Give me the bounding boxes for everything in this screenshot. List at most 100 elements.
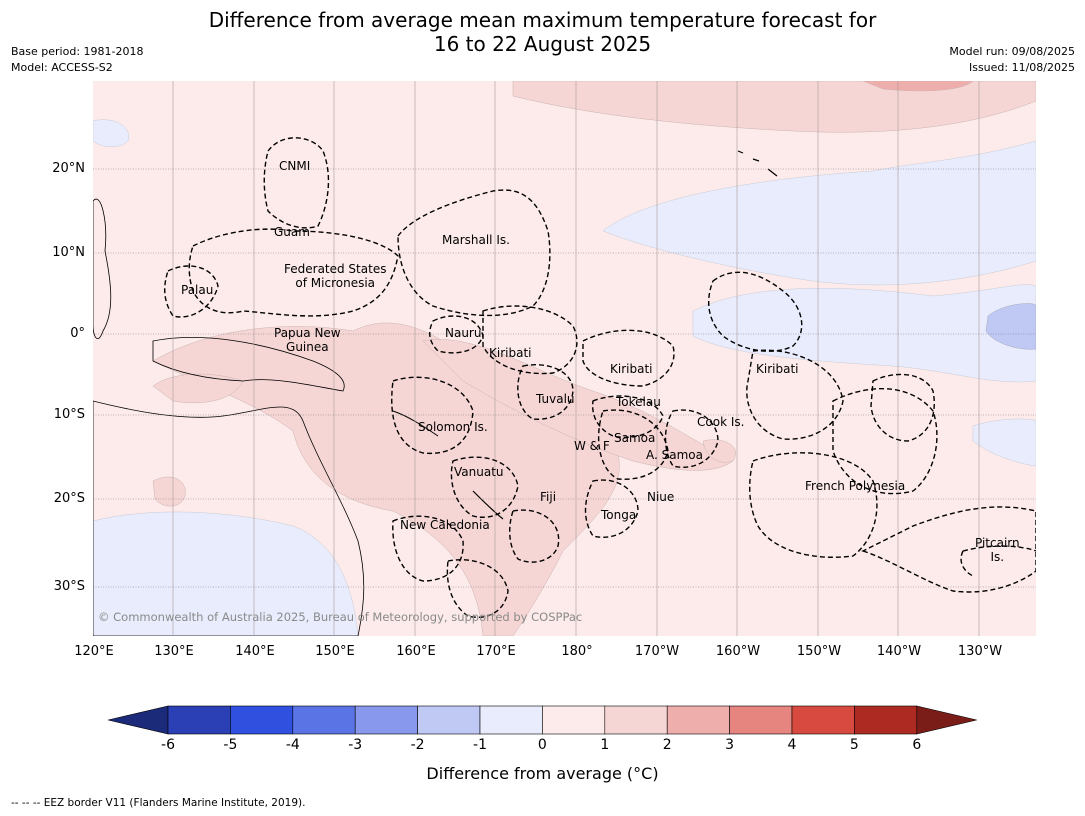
colorbar-tick-label: 2 — [662, 737, 672, 753]
place-kiribati-east: Kiribati — [756, 362, 799, 376]
lon-label-150w: 150°W — [796, 644, 842, 659]
cool-region-nw-small — [93, 119, 129, 147]
colorbar-segment — [604, 705, 668, 735]
lon-label-130w: 130°W — [957, 644, 1003, 659]
place-nauru: Nauru — [445, 326, 482, 340]
colorbar-tick-label: 0 — [537, 737, 547, 753]
place-guam: Guam — [274, 225, 310, 239]
lon-label-170e: 170°E — [476, 644, 516, 659]
colorbar-tick-label: 5 — [849, 737, 859, 753]
issued-date: Issued: 11/08/2025 — [968, 61, 1075, 74]
lat-label-10s: 10°S — [53, 407, 85, 422]
colorbar-tick-label: 1 — [600, 737, 610, 753]
warm-region-north-strong — [862, 81, 974, 92]
place-cook: Cook Is. — [697, 415, 745, 429]
place-american-samoa: A. Samoa — [646, 448, 703, 462]
colorbar-tick-label: 6 — [912, 737, 922, 753]
lon-label-170w: 170°W — [634, 644, 680, 659]
warm-region-spot — [152, 476, 186, 507]
colorbar-segment — [791, 705, 855, 735]
colorbar-tick-label: 3 — [725, 737, 735, 753]
model-run: Model run: 09/08/2025 — [949, 45, 1075, 58]
warm-region-north — [512, 81, 1036, 133]
place-new-caledonia: New Caledonia — [400, 518, 490, 532]
colorbar-tick-label: -4 — [285, 737, 300, 753]
lon-label-140w: 140°W — [876, 644, 922, 659]
title-line-1: Difference from average mean maximum tem… — [208, 8, 877, 32]
map-area — [93, 81, 1036, 636]
eez-borders — [164, 137, 1036, 618]
place-samoa: Samoa — [614, 431, 656, 445]
warm-region-west — [152, 373, 244, 404]
place-cnmi: CNMI — [279, 159, 311, 173]
land-new-caledonia — [472, 490, 504, 520]
place-fiji: Fiji — [540, 490, 557, 504]
colorbar-tick-label: -6 — [161, 737, 175, 753]
colorbar-segment — [417, 705, 481, 735]
place-kiribati-central: Kiribati — [610, 362, 653, 376]
colorbar-segment — [167, 705, 231, 735]
colorbar-extend-low — [107, 705, 169, 735]
colorbar-segment — [479, 705, 543, 735]
land-philippines — [93, 198, 112, 340]
map-title: Difference from average mean maximum tem… — [0, 8, 1085, 56]
colorbar — [107, 704, 978, 740]
lat-label-20s: 20°S — [53, 491, 85, 506]
warm-region-cook — [702, 439, 736, 463]
land-australia — [93, 400, 365, 636]
cool-region-east-strong — [985, 303, 1036, 350]
lat-label-30s: 30°S — [53, 579, 85, 594]
colorbar-segment — [230, 705, 294, 735]
place-fsm: Federated States of Micronesia — [284, 262, 387, 290]
colorbar-segment — [854, 705, 918, 735]
latitude-lines — [93, 168, 1036, 588]
colorbar-extend-high — [916, 705, 977, 735]
colorbar-label: Difference from average (°C) — [426, 764, 659, 783]
lat-label-20n: 20°N — [52, 161, 85, 176]
place-tuvalu: Tuvalu — [536, 392, 575, 406]
place-kiribati-west: Kiribati — [489, 346, 532, 360]
colorbar-segment — [666, 705, 730, 735]
colorbar-tick-label: -1 — [473, 737, 487, 753]
land-solomon — [392, 410, 439, 437]
graticule — [172, 81, 980, 636]
place-niue: Niue — [647, 490, 675, 504]
lon-label-130e: 130°E — [154, 644, 194, 659]
model-name: Model: ACCESS-S2 — [11, 61, 113, 74]
eez-footnote: -- -- -- EEZ border V11 (Flanders Marine… — [11, 797, 306, 809]
place-png: Papua New Guinea — [274, 326, 341, 354]
lat-label-10n: 10°N — [52, 245, 85, 260]
title-line-2: 16 to 22 August 2025 — [433, 32, 652, 56]
lat-label-0: 0° — [70, 326, 85, 341]
colorbar-tick-label: 4 — [787, 737, 797, 753]
place-tonga: Tonga — [601, 508, 637, 522]
place-palau: Palau — [181, 283, 214, 297]
colorbar-segment — [354, 705, 418, 735]
colorbar-segment — [292, 705, 356, 735]
place-vanuatu: Vanuatu — [454, 465, 504, 479]
place-french-polynesia: French Polynesia — [805, 479, 906, 493]
meta-right: Model run: 09/08/2025 Issued: 11/08/2025 — [949, 44, 1075, 76]
place-pitcairn: Pitcairn Is. — [975, 536, 1020, 564]
place-marshall: Marshall Is. — [442, 233, 510, 247]
cool-region-southeast — [972, 418, 1036, 467]
colorbar-tick-label: -3 — [348, 737, 363, 753]
copyright-notice: © Commonwealth of Australia 2025, Bureau… — [98, 610, 583, 624]
map-canvas — [93, 81, 1036, 636]
colorbar-svg — [107, 705, 977, 735]
cool-region-southwest — [93, 511, 359, 636]
lon-label-180: 180° — [561, 644, 593, 659]
land-hawaii — [737, 150, 778, 177]
place-wallis-futuna: W & F — [574, 439, 610, 453]
lon-label-160w: 160°W — [715, 644, 761, 659]
colorbar-tick-label: -5 — [223, 737, 238, 753]
base-period: Base period: 1981-2018 — [11, 45, 144, 58]
land-new-guinea — [152, 336, 345, 392]
colorbar-segment — [542, 705, 606, 735]
lon-label-150e: 150°E — [315, 644, 355, 659]
meta-left: Base period: 1981-2018 Model: ACCESS-S2 — [11, 44, 143, 76]
colorbar-tick-label: -2 — [410, 737, 425, 753]
cool-region-east-equatorial — [692, 284, 1036, 383]
place-tokelau: Tokelau — [616, 395, 661, 409]
cool-region-north-central — [602, 140, 1036, 286]
